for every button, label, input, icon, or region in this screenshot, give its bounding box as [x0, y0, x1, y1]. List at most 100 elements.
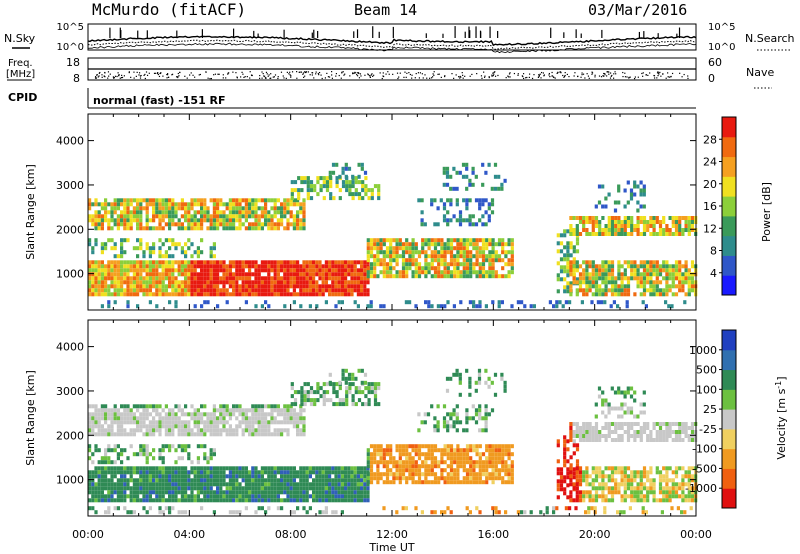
heat-cell [155, 226, 159, 231]
heat-cell [212, 452, 216, 457]
heat-cell [684, 228, 688, 232]
nave-dot [236, 77, 238, 79]
heat-cell [601, 288, 605, 293]
heat-cell [280, 408, 284, 413]
heat-cell [459, 246, 463, 251]
heat-cell [598, 268, 602, 273]
nave-dot [440, 76, 442, 79]
heat-cell [452, 214, 456, 219]
heat-cell [126, 292, 130, 297]
heat-cell [575, 216, 579, 220]
heat-cell [113, 292, 117, 297]
heat-cell [604, 224, 608, 228]
heat-cell [94, 198, 98, 203]
heat-cell [139, 272, 143, 277]
heat-cell [251, 482, 255, 487]
nave-dot [491, 74, 493, 76]
heat-cell [190, 292, 194, 297]
heat-cell [420, 218, 424, 223]
heat-cell [353, 288, 357, 293]
heat-cell [104, 288, 108, 293]
heat-cell [132, 466, 136, 471]
heat-cell [276, 486, 280, 491]
heat-cell [216, 498, 220, 503]
heat-cell [174, 448, 178, 453]
heat-cell [646, 220, 650, 224]
heat-cell [484, 380, 488, 385]
nave-dot [130, 76, 132, 78]
heat-cell [481, 464, 486, 469]
heat-cell [523, 304, 527, 309]
heat-cell [193, 210, 197, 215]
heat-cell [94, 470, 98, 475]
heat-cell [293, 398, 298, 403]
heat-cell [180, 198, 184, 203]
heat-cell [436, 206, 440, 211]
heat-cell [187, 424, 191, 429]
nave-dot [543, 75, 545, 77]
heat-cell [465, 460, 470, 465]
heat-cell [449, 452, 454, 457]
heat-cell [88, 242, 92, 247]
heat-cell [107, 260, 111, 265]
heat-cell [366, 246, 370, 251]
heat-cell [582, 216, 586, 220]
heat-cell [152, 428, 156, 433]
heat-cell [308, 288, 312, 293]
nave-dot [526, 76, 528, 79]
heat-cell [424, 468, 428, 473]
heat-cell [145, 210, 149, 215]
heat-cell [655, 280, 659, 285]
heat-cell [376, 254, 380, 259]
heat-cell [322, 390, 326, 395]
heat-cell [430, 304, 434, 309]
heat-cell [203, 264, 207, 269]
heat-cell [556, 467, 560, 472]
heat-cell [377, 402, 381, 407]
heat-cell [107, 486, 111, 491]
colorbar-tick-label: 8 [710, 245, 717, 258]
heat-cell [91, 494, 95, 499]
heat-cell [196, 486, 200, 491]
heat-cell [507, 452, 511, 457]
heat-cell [475, 270, 479, 275]
heat-cell [152, 404, 156, 409]
heat-cell [260, 226, 264, 231]
heat-cell [626, 276, 631, 281]
heat-cell [488, 242, 492, 247]
heat-cell [462, 246, 466, 251]
heat-cell [494, 452, 498, 457]
heat-cell [164, 260, 168, 265]
heat-cell [472, 444, 476, 449]
heat-cell [501, 246, 505, 251]
nave-dot [335, 73, 338, 75]
heat-cell [620, 284, 624, 289]
heat-cell [148, 268, 152, 273]
heat-cell [297, 176, 301, 181]
heat-cell [478, 304, 482, 309]
heat-cell [203, 474, 207, 479]
heat-cell [136, 486, 140, 491]
heat-cell [235, 214, 239, 219]
heat-cell [446, 420, 450, 425]
heat-cell [120, 202, 124, 207]
heat-cell [257, 474, 261, 479]
heat-cell [427, 266, 431, 271]
heat-cell [206, 486, 210, 491]
heat-cell [283, 470, 287, 475]
heat-cell [563, 285, 567, 290]
heat-cell [132, 498, 136, 503]
heat-cell [414, 266, 418, 271]
heat-cell [212, 222, 216, 227]
heat-cell [328, 260, 332, 265]
heat-cell [443, 266, 447, 271]
heat-cell [382, 250, 386, 255]
heat-cell [254, 276, 258, 281]
heat-cell [219, 412, 223, 417]
heat-cell [504, 242, 508, 247]
heat-cell [563, 475, 567, 480]
heat-cell [417, 270, 422, 275]
heat-cell [491, 464, 495, 469]
heat-cell [212, 482, 216, 487]
heat-cell [120, 404, 124, 409]
